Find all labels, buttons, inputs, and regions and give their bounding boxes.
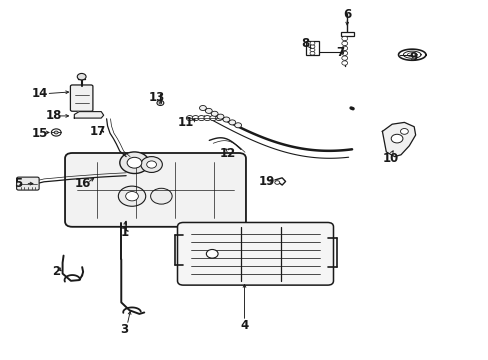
Circle shape [390, 134, 402, 143]
Circle shape [223, 117, 229, 122]
Circle shape [400, 129, 407, 134]
Text: 11: 11 [177, 116, 194, 129]
FancyBboxPatch shape [65, 153, 245, 227]
Circle shape [205, 108, 212, 113]
Text: 5: 5 [15, 177, 22, 190]
Circle shape [217, 114, 224, 119]
Text: 17: 17 [89, 125, 106, 138]
Circle shape [77, 73, 86, 80]
Circle shape [141, 157, 162, 172]
Circle shape [215, 116, 222, 121]
Text: 18: 18 [45, 109, 62, 122]
Text: 3: 3 [121, 323, 128, 336]
Circle shape [51, 129, 61, 136]
Circle shape [159, 102, 162, 104]
Text: 9: 9 [408, 51, 416, 64]
Circle shape [199, 105, 206, 111]
Circle shape [157, 100, 163, 105]
Circle shape [192, 116, 199, 121]
Circle shape [274, 181, 279, 184]
Polygon shape [74, 112, 103, 118]
Bar [305, 41, 319, 55]
Circle shape [341, 46, 347, 50]
FancyBboxPatch shape [177, 222, 333, 285]
Circle shape [127, 157, 142, 168]
Text: 12: 12 [219, 147, 235, 159]
Circle shape [211, 111, 218, 116]
Circle shape [120, 152, 149, 174]
Circle shape [150, 188, 172, 204]
Text: 8: 8 [301, 37, 309, 50]
Text: 2: 2 [52, 265, 60, 278]
Circle shape [309, 45, 314, 48]
Text: 19: 19 [258, 175, 274, 188]
Circle shape [146, 161, 156, 168]
Circle shape [198, 116, 204, 121]
Text: 10: 10 [382, 152, 399, 165]
Circle shape [234, 123, 241, 128]
Circle shape [228, 120, 235, 125]
Bar [340, 32, 353, 36]
Circle shape [309, 51, 314, 55]
Circle shape [203, 116, 210, 121]
Circle shape [341, 56, 347, 60]
Circle shape [206, 249, 218, 258]
Polygon shape [382, 122, 415, 157]
Circle shape [118, 186, 145, 206]
Circle shape [125, 192, 138, 201]
Text: 15: 15 [32, 127, 48, 140]
Text: 14: 14 [32, 87, 48, 100]
Text: 4: 4 [240, 319, 248, 332]
FancyBboxPatch shape [17, 177, 39, 190]
Text: 6: 6 [343, 8, 350, 21]
Text: 7: 7 [335, 46, 343, 59]
Circle shape [309, 41, 314, 45]
Circle shape [341, 51, 347, 55]
Text: 13: 13 [148, 91, 164, 104]
Circle shape [186, 116, 193, 121]
Circle shape [309, 48, 314, 52]
Text: 16: 16 [75, 177, 91, 190]
FancyBboxPatch shape [70, 85, 93, 111]
Text: 1: 1 [121, 226, 128, 239]
Circle shape [341, 61, 347, 65]
Circle shape [341, 36, 347, 41]
Circle shape [209, 116, 216, 121]
Circle shape [341, 41, 347, 46]
Circle shape [54, 131, 58, 134]
